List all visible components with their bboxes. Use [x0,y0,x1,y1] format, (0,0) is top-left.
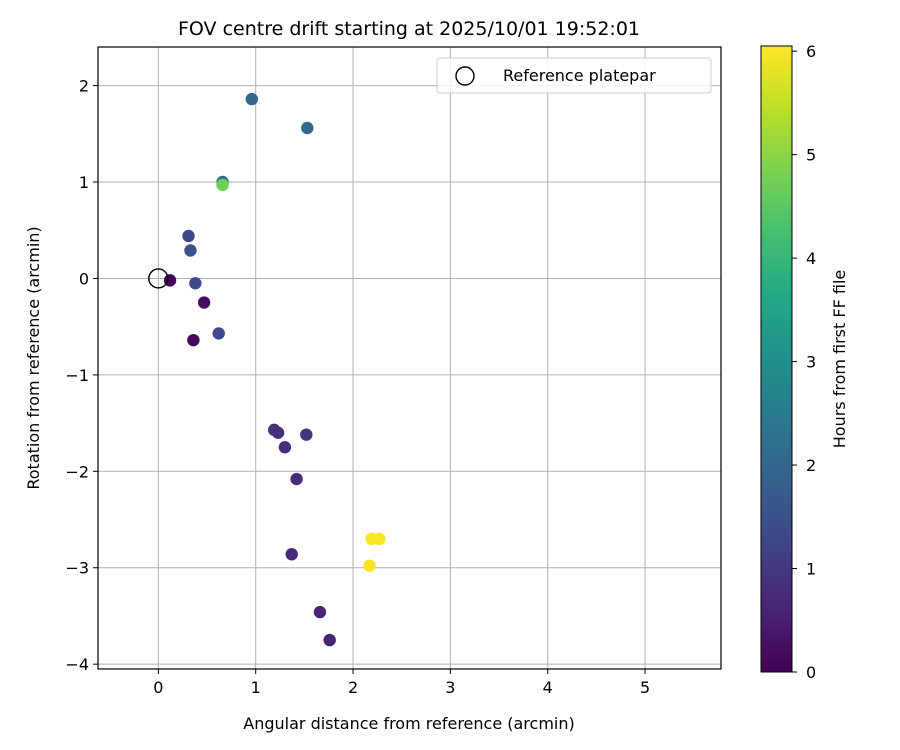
y-tick-label: 1 [79,173,89,192]
y-tick-label: 2 [79,77,89,96]
data-point [300,428,313,441]
colorbar-tick-label: 0 [806,663,816,682]
x-tick-label: 2 [348,678,358,697]
y-tick-label: 0 [79,269,89,288]
y-tick-label: −2 [65,462,89,481]
y-axis-label: Rotation from reference (arcmin) [24,226,43,489]
y-tick-label: −3 [65,559,89,578]
data-point [216,178,229,192]
reference-marker-layer [148,268,169,289]
colorbar-gradient [760,45,793,673]
colorbar-ticks: 0 1 2 3 4 5 6 [792,42,816,682]
plot-frame [97,46,722,670]
x-tick-label: 3 [445,678,455,697]
data-point [363,559,376,573]
x-tick-label: 1 [251,678,261,697]
legend-box [436,57,712,94]
colorbar-tick-label: 5 [806,146,816,165]
data-point [373,532,386,546]
colorbar-tick-label: 3 [806,353,816,372]
grid-lines [98,47,721,669]
data-point [184,244,197,257]
data-point [245,92,259,106]
data-point [290,472,303,486]
colorbar-tick-label: 1 [806,560,816,579]
chart-title: FOV centre drift starting at 2025/10/01 … [178,18,640,40]
colorbar-tick-label: 6 [806,42,816,61]
data-point [212,327,225,340]
data-point [285,548,298,561]
legend-reference-label: Reference platepar [503,66,656,85]
legend-reference-marker [455,66,475,86]
colorbar-tick-label: 2 [806,456,816,475]
colorbar-label: Hours from first FF file [830,270,849,449]
colorbar: 0 1 2 3 4 5 6 Hours from first FF file [760,42,849,682]
data-point [271,426,285,439]
y-tick-label: −1 [65,366,89,385]
data-point [313,605,327,619]
x-tick-label: 5 [640,678,650,697]
y-tick-label: −4 [65,655,89,674]
x-ticks: 0 1 2 3 4 5 [153,669,650,697]
data-point [182,229,195,243]
reference-platepar-marker [148,268,169,289]
data-points [163,92,386,647]
x-tick-label: 4 [543,678,553,697]
data-point [187,333,200,347]
data-point [197,296,211,309]
x-axis-label: Angular distance from reference (arcmin) [243,714,574,733]
data-point [278,441,292,454]
y-ticks: −4 −3 −2 −1 0 1 2 [65,77,98,674]
data-point [301,121,314,135]
data-point [189,277,202,290]
legend: Reference platepar [436,57,712,94]
x-tick-label: 0 [153,678,163,697]
colorbar-tick-label: 4 [806,249,816,268]
data-point [323,633,336,647]
